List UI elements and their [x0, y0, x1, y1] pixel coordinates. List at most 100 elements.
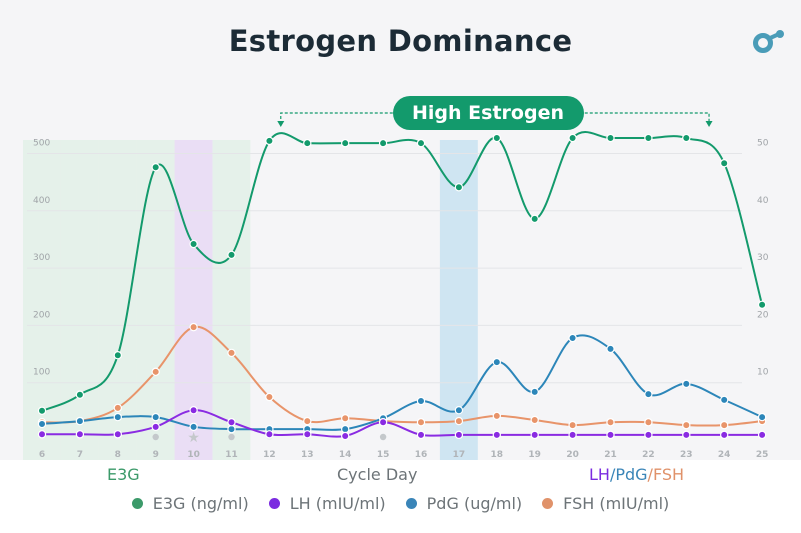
legend-label: FSH (mIU/ml) [563, 494, 670, 513]
legend-dot-icon [268, 498, 280, 509]
data-point-pdg [720, 395, 729, 405]
data-point-fsh [227, 348, 236, 358]
data-point-fsh [606, 418, 615, 427]
data-point-e3g [454, 183, 464, 192]
data-point-pdg [454, 406, 464, 415]
right-tick-label: 20 [757, 310, 769, 320]
x-tick-label: 9 [153, 450, 159, 460]
x-tick-label: 16 [415, 450, 428, 460]
x-tick-label: 6 [39, 450, 45, 460]
data-point-e3g [644, 133, 653, 143]
chart-background [0, 0, 801, 460]
data-point-e3g [151, 163, 160, 172]
data-point-fsh [416, 418, 426, 427]
legend-item-fsh[interactable]: FSH (mIU/ml) [542, 494, 669, 513]
x-tick-label: 21 [604, 450, 617, 460]
x-tick-label: 7 [77, 450, 83, 460]
highlight-band-green [60, 140, 99, 460]
x-tick-label: 8 [115, 450, 121, 460]
data-point-e3g [227, 250, 236, 260]
x-tick-label: 12 [263, 450, 276, 460]
arrow-down-icon [705, 121, 713, 127]
x-axis-title: Cycle Day [337, 465, 418, 484]
data-point-pdg [227, 424, 236, 434]
data-point-lh [568, 430, 577, 440]
data-point-pdg [530, 387, 539, 397]
data-point-e3g [568, 133, 577, 143]
data-point-fsh [341, 414, 350, 423]
data-point-pdg [189, 422, 198, 432]
right-tick-label: 10 [757, 368, 769, 378]
data-point-pdg [682, 379, 691, 389]
left-tick-label: 400 [33, 196, 50, 206]
legend-label: LH (mIU/ml) [289, 494, 386, 513]
data-point-lh [720, 430, 729, 440]
data-point-e3g [757, 300, 767, 309]
data-point-lh [416, 430, 426, 440]
chart-plot: 100 10 200 20 300 30 400 40 500 50 6 7 8 9 10 11 12 13 14 1… [23, 96, 769, 460]
data-point-e3g [492, 133, 501, 143]
legend-label: PdG (ug/ml) [426, 494, 523, 513]
legend-dot-icon [405, 498, 417, 509]
x-tick-label: 11 [225, 450, 238, 460]
data-point-lh [227, 418, 236, 427]
right-title-lh: LH [589, 465, 610, 484]
data-point-e3g [682, 133, 691, 143]
data-point-fsh [303, 416, 312, 426]
data-point-fsh [644, 418, 653, 427]
data-point-lh [606, 430, 615, 440]
data-point-lh [341, 431, 350, 441]
data-point-lh [151, 422, 160, 432]
x-tick-label: 17 [453, 450, 466, 460]
series-lh [37, 406, 767, 441]
legend-item-lh[interactable]: LH (mIU/ml) [268, 494, 386, 513]
data-point-lh [265, 430, 274, 439]
data-point-fsh [454, 416, 464, 426]
left-tick-label: 300 [33, 253, 50, 263]
data-point-lh [378, 418, 388, 427]
data-point-pdg [151, 412, 160, 422]
x-tick-label: 10 [187, 450, 200, 460]
star-icon: ★ [187, 430, 200, 446]
data-point-pdg [113, 412, 123, 422]
data-point-lh [492, 430, 501, 440]
data-point-fsh [682, 420, 691, 430]
logo-icon [753, 30, 784, 53]
data-point-lh [75, 430, 85, 439]
x-tick-label: 13 [301, 450, 314, 460]
left-tick-label: 200 [33, 310, 50, 320]
data-point-pdg [644, 389, 653, 399]
right-axis-title: LH/PdG/FSH [589, 465, 684, 484]
chart-title: Estrogen Dominance [228, 24, 573, 58]
annotation-label: High Estrogen [412, 102, 564, 124]
data-point-pdg [568, 333, 577, 343]
data-point-e3g [75, 390, 85, 399]
data-point-fsh [151, 367, 160, 377]
x-tick-label: 25 [756, 450, 769, 460]
legend-item-e3g[interactable]: E3G (ng/ml) [131, 494, 249, 513]
data-point-fsh [720, 420, 729, 430]
x-tick-label: 18 [491, 450, 504, 460]
data-point-e3g [530, 214, 539, 224]
x-tick-label: 15 [377, 450, 390, 460]
data-point-e3g [378, 138, 388, 148]
data-point-lh [682, 430, 691, 440]
data-point-e3g [113, 350, 123, 360]
legend-item-pdg[interactable]: PdG (ug/ml) [405, 494, 523, 513]
data-point-pdg [606, 344, 615, 354]
x-tick-label: 14 [339, 450, 352, 460]
data-point-pdg [416, 396, 426, 406]
x-tick-label: 24 [718, 450, 731, 460]
series-line-pdg [41, 334, 763, 431]
data-point-lh [189, 406, 198, 415]
data-point-lh [757, 430, 767, 440]
arrow-down-icon [277, 121, 285, 127]
data-point-pdg [492, 357, 501, 367]
data-point-lh [303, 430, 312, 439]
x-tick-label: 20 [566, 450, 579, 460]
right-title-pdg: PdG [615, 465, 648, 484]
data-point-fsh [189, 322, 198, 332]
data-point-lh [113, 430, 123, 439]
data-point-fsh [113, 403, 123, 413]
data-point-pdg [341, 424, 350, 434]
